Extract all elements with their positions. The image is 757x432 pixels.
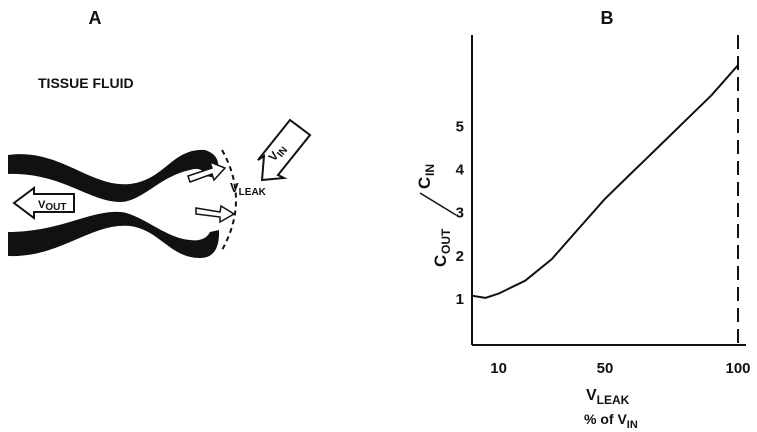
flow-label: VOUT: [38, 199, 66, 213]
x-axis-label: % of VIN: [584, 411, 638, 431]
x-label-part: % of V: [584, 411, 627, 427]
x-tick-label: 10: [490, 360, 507, 377]
panel-a: A TISSUE FLUID VOUT VLEAK VIN: [8, 8, 310, 258]
leak-boundary: [222, 150, 236, 250]
x-tick-label: 100: [726, 360, 751, 377]
leak-arrow: [196, 206, 234, 222]
x-label-part: IN: [627, 419, 638, 431]
flow-sub: OUT: [45, 202, 66, 213]
x-label-part: LEAK: [597, 393, 630, 407]
x-label-part: V: [586, 387, 597, 404]
y-tick-label: 1: [456, 291, 464, 308]
figure: A TISSUE FLUID VOUT VLEAK VIN B C OUT C …: [0, 0, 757, 432]
y-label-part: OUT: [439, 228, 453, 254]
y-tick-label: 4: [456, 162, 465, 179]
fraction-slash: [420, 193, 456, 215]
y-axis-label: C OUT C IN: [415, 164, 456, 267]
y-tick-label: 2: [456, 248, 464, 265]
vessel-wall: [8, 212, 219, 258]
y-label-part: C: [431, 255, 450, 267]
flow-sub: LEAK: [239, 187, 267, 198]
y-label-part: C: [415, 177, 434, 189]
y-label-part: IN: [423, 164, 437, 176]
x-axis-label: VLEAK: [586, 387, 630, 407]
region-label: TISSUE FLUID: [38, 75, 134, 91]
y-tick-label: 5: [456, 119, 464, 136]
data-line: [472, 65, 738, 298]
x-tick-label: 50: [597, 360, 614, 377]
panel-label: A: [89, 8, 102, 28]
panel-label: B: [601, 8, 614, 28]
flow-symbol: V: [230, 180, 239, 195]
y-tick-label: 3: [456, 205, 464, 222]
